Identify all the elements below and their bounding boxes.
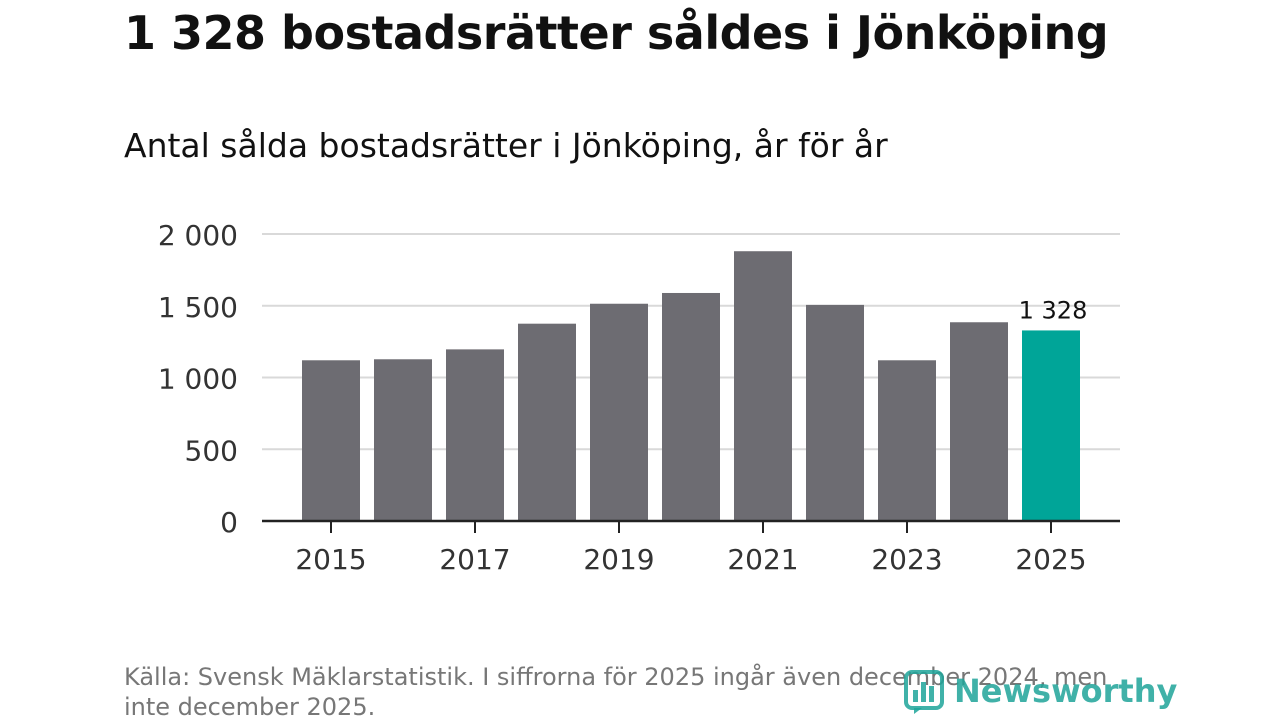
bar-2025 bbox=[1022, 330, 1080, 521]
bar-chart: 0 500 1 000 1 500 2 000 2015 2017 2019 2021 2023 2… bbox=[158, 219, 1120, 576]
chart-subtitle: Antal sålda bostadsrätter i Jönköping, å… bbox=[124, 126, 888, 165]
bar-2021 bbox=[734, 251, 792, 521]
x-tick-label: 2015 bbox=[295, 543, 366, 576]
x-tick-label: 2021 bbox=[727, 543, 798, 576]
bar-2020 bbox=[662, 292, 720, 521]
bar-2018 bbox=[518, 323, 576, 521]
chart-title: 1 328 bostadsrätter såldes i Jönköping bbox=[124, 6, 1109, 60]
bar-2019 bbox=[590, 303, 648, 521]
bar-2016 bbox=[374, 359, 432, 521]
bar-2024 bbox=[950, 322, 1008, 521]
y-tick-label: 0 bbox=[220, 506, 238, 539]
y-tick-label: 1 500 bbox=[158, 291, 238, 324]
x-tick-label: 2019 bbox=[583, 543, 654, 576]
x-tick-label: 2025 bbox=[1015, 543, 1086, 576]
logo-text: Newsworthy bbox=[954, 672, 1178, 710]
bar-2015 bbox=[302, 360, 360, 521]
newsworthy-logo: Newsworthy bbox=[902, 668, 1177, 714]
y-tick-label: 2 000 bbox=[158, 219, 238, 252]
y-tick-label: 500 bbox=[185, 434, 238, 467]
data-label: 1 328 bbox=[1019, 296, 1088, 324]
bar-chart-logo-icon bbox=[904, 670, 944, 714]
x-tick-label: 2017 bbox=[439, 543, 510, 576]
x-tick-label: 2023 bbox=[871, 543, 942, 576]
y-tick-label: 1 000 bbox=[158, 363, 238, 396]
bar-2022 bbox=[806, 304, 864, 521]
bar-2023 bbox=[878, 360, 936, 521]
bar-2017 bbox=[446, 349, 504, 521]
